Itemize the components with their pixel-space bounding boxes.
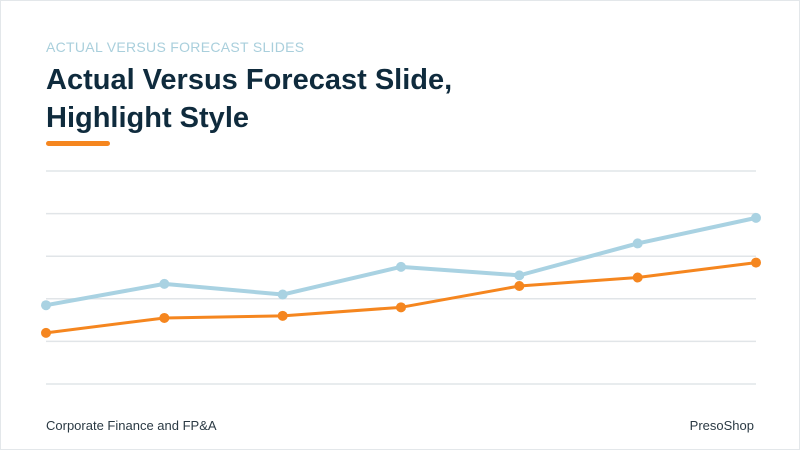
slide-eyebrow: ACTUAL VERSUS FORECAST SLIDES: [46, 39, 305, 55]
series-2-point-1: [41, 327, 51, 338]
footer-brand: PresoShop: [689, 418, 754, 433]
series-2-point-4: [396, 302, 406, 313]
line-chart-svg: [41, 170, 761, 385]
series-2-point-5: [514, 281, 525, 292]
footer-company: Corporate Finance and FP&A: [46, 418, 217, 433]
series-1-point-4: [396, 261, 406, 272]
series-line-1: [44, 215, 758, 308]
series-1-point-5: [514, 270, 525, 281]
series-1-point-2: [159, 278, 170, 289]
line-chart: [1, 156, 800, 411]
slide-title: Actual Versus Forecast Slide, Highlight …: [46, 61, 606, 137]
series-1-point-6: [632, 238, 643, 249]
slide-title-line-1: Actual Versus Forecast Slide,: [46, 64, 453, 96]
series-2-point-6: [632, 272, 643, 283]
series-1-point-1: [41, 300, 51, 311]
slide-title-line-2: Highlight Style: [46, 102, 249, 134]
series-2-point-7: [751, 257, 761, 268]
series-2-point-3: [277, 310, 288, 321]
series-line-2: [44, 261, 758, 335]
title-accent-bar: [46, 141, 110, 146]
series-2-point-2: [159, 312, 170, 323]
series-1-point-3: [277, 289, 288, 300]
series-1-point-7: [751, 212, 761, 223]
